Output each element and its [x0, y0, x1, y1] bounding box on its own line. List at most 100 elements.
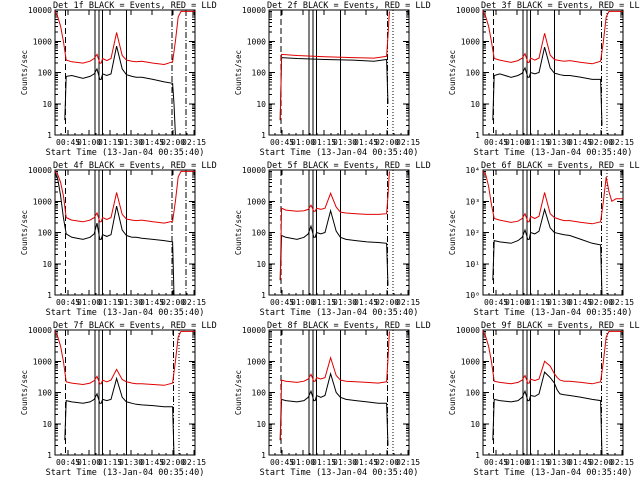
y-tick-label: 10000 — [242, 326, 266, 335]
y-axis-label: Counts/sec — [448, 370, 457, 415]
y-tick-label: 10 — [470, 100, 480, 109]
chart-panel-2: Det 2f BLACK = Events, RED = LLD 1 10 100 10… — [234, 1, 431, 158]
plot-frame — [482, 169, 624, 296]
panel-title: Det 9f BLACK = Events, RED = LLD — [481, 321, 640, 331]
x-tick-label: 02:15 — [182, 298, 206, 307]
x-tick-label: 00:45 — [484, 298, 508, 307]
y-tick-label: 10 — [256, 100, 266, 109]
x-tick-label: 00:45 — [56, 138, 80, 147]
panel-title: Det 4f BLACK = Events, RED = LLD — [53, 161, 217, 171]
y-tick-label: 1000 — [33, 357, 52, 366]
chart-panel-3: Det 3f BLACK = Events, RED = LLD 1 10 100 10… — [448, 1, 640, 158]
x-tick-label: 02:15 — [182, 458, 206, 467]
y-tick-label: 1000 — [247, 197, 266, 206]
y-tick-label: 1 — [261, 131, 266, 140]
x-tick-label: 02:15 — [610, 458, 634, 467]
y-tick-label: 10000 — [242, 166, 266, 175]
x-tick-label: 01:15 — [98, 138, 122, 147]
y-tick-label: 1 — [47, 451, 52, 460]
x-tick-label: 01:00 — [505, 458, 529, 467]
y-tick-label: 1 — [47, 291, 52, 300]
x-tick-label: 01:30 — [547, 458, 571, 467]
x-tick-label: 01:00 — [291, 458, 315, 467]
lld-series-line — [54, 10, 195, 66]
x-tick-label: 02:15 — [396, 458, 420, 467]
x-tick-label: 01:30 — [119, 458, 143, 467]
y-tick-label: 100 — [252, 69, 267, 78]
x-tick-label: 02:00 — [589, 138, 613, 147]
chart-panel-9: Det 9f BLACK = Events, RED = LLD 1 10 100 10… — [448, 321, 640, 478]
y-tick-label: 1 — [261, 291, 266, 300]
events-series-line — [64, 45, 176, 136]
events-series-line — [492, 207, 603, 296]
y-tick-label: 1000 — [33, 197, 52, 206]
y-axis-label: Counts/sec — [448, 210, 457, 255]
chart-panel-6: Det 6f BLACK = Events, RED = LLD 10⁰ 10¹ 10… — [448, 161, 640, 318]
y-axis-label: Counts/sec — [234, 210, 243, 255]
x-tick-label: 02:00 — [161, 458, 185, 467]
y-tick-label: 10000 — [456, 326, 480, 335]
lld-series-line — [279, 11, 390, 121]
events-series-line — [492, 371, 603, 456]
y-tick-label: 10⁰ — [466, 291, 480, 300]
x-tick-label: 01:45 — [354, 298, 378, 307]
events-series-line — [279, 57, 389, 121]
x-axis-label: Start Time (13-Jan-04 00:35:40) — [260, 308, 419, 318]
x-tick-label: 01:45 — [354, 458, 378, 467]
lld-series-line — [54, 170, 195, 224]
y-tick-label: 100 — [466, 389, 481, 398]
chart-panel-7: Det 7f BLACK = Events, RED = LLD 1 10 100 10… — [20, 321, 217, 478]
x-tick-label: 01:15 — [526, 138, 550, 147]
panel-title: Det 3f BLACK = Events, RED = LLD — [481, 1, 640, 11]
x-tick-label: 01:00 — [505, 138, 529, 147]
y-tick-label: 10 — [256, 420, 266, 429]
x-tick-label: 02:00 — [375, 458, 399, 467]
y-tick-label: 10 — [470, 420, 480, 429]
x-tick-label: 00:45 — [56, 298, 80, 307]
x-tick-label: 02:00 — [589, 298, 613, 307]
x-tick-label: 01:30 — [333, 298, 357, 307]
y-tick-label: 1 — [475, 131, 480, 140]
y-tick-label: 10³ — [466, 197, 480, 206]
y-tick-label: 1000 — [33, 37, 52, 46]
x-tick-label: 01:00 — [505, 298, 529, 307]
panel-title: Det 8f BLACK = Events, RED = LLD — [267, 321, 431, 331]
panel-title: Det 7f BLACK = Events, RED = LLD — [53, 321, 217, 331]
y-tick-label: 10 — [42, 260, 52, 269]
y-tick-label: 10000 — [242, 6, 266, 15]
y-tick-label: 100 — [466, 69, 481, 78]
x-tick-label: 02:15 — [610, 138, 634, 147]
x-tick-label: 02:00 — [589, 458, 613, 467]
chart-panel-8: Det 8f BLACK = Events, RED = LLD 1 10 100 10… — [234, 321, 431, 478]
x-tick-label: 00:45 — [56, 458, 80, 467]
panel-title: Det 5f BLACK = Events, RED = LLD — [267, 161, 431, 171]
lld-series-line — [279, 171, 390, 281]
x-tick-label: 00:45 — [270, 298, 294, 307]
y-tick-label: 10000 — [28, 6, 52, 15]
y-tick-label: 10000 — [456, 6, 480, 15]
events-series-line — [492, 46, 603, 126]
y-tick-label: 10000 — [28, 166, 52, 175]
x-tick-label: 02:15 — [182, 138, 206, 147]
x-tick-label: 01:00 — [77, 138, 101, 147]
x-axis-label: Start Time (13-Jan-04 00:35:40) — [474, 148, 633, 158]
x-tick-label: 00:45 — [270, 138, 294, 147]
y-axis-label: Counts/sec — [20, 50, 29, 95]
lld-series-line — [279, 331, 390, 441]
x-tick-label: 02:00 — [161, 298, 185, 307]
y-tick-label: 1 — [261, 451, 266, 460]
x-axis-label: Start Time (13-Jan-04 00:35:40) — [46, 468, 205, 478]
x-tick-label: 01:45 — [354, 138, 378, 147]
x-tick-label: 01:45 — [568, 298, 592, 307]
x-tick-label: 02:15 — [396, 298, 420, 307]
x-tick-label: 00:45 — [484, 458, 508, 467]
y-axis-label: Counts/sec — [20, 210, 29, 255]
chart-panel-5: Det 5f BLACK = Events, RED = LLD 1 10 100 10… — [234, 161, 431, 318]
y-tick-label: 1000 — [461, 357, 480, 366]
events-series-line — [64, 376, 175, 456]
x-tick-label: 01:15 — [312, 458, 336, 467]
y-tick-label: 100 — [38, 389, 53, 398]
y-axis-label: Counts/sec — [20, 370, 29, 415]
x-tick-label: 01:00 — [77, 458, 101, 467]
